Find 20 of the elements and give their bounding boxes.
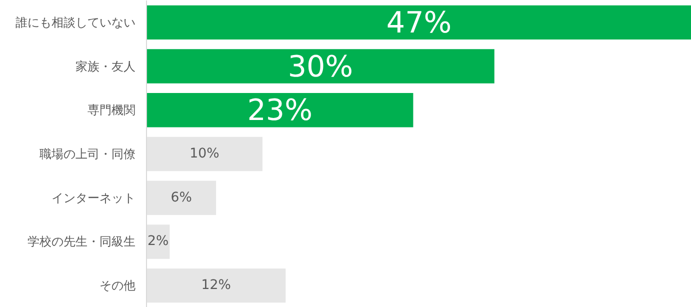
bar <box>146 180 216 215</box>
y-tick-label: 学校の先生・同級生 <box>28 234 136 249</box>
data-label: 47% <box>386 5 452 40</box>
bar <box>146 5 691 40</box>
bar <box>146 93 414 128</box>
bar <box>146 268 286 303</box>
y-tick-label: 家族・友人 <box>76 59 136 74</box>
data-label: 6% <box>170 190 192 206</box>
y-tick-label: 専門機関 <box>88 103 136 118</box>
y-tick-label: その他 <box>100 278 136 293</box>
y-tick-label: 職場の上司・同僚 <box>40 147 136 161</box>
bar <box>146 49 494 84</box>
y-tick-label: 誰にも相談していない <box>16 15 136 30</box>
data-label: 12% <box>201 278 231 294</box>
bar <box>146 136 262 172</box>
data-label: 2% <box>148 234 169 250</box>
y-tick-label: インターネット <box>52 190 136 205</box>
data-label: 30% <box>288 49 354 84</box>
data-label: 10% <box>190 146 220 162</box>
data-label: 23% <box>247 93 312 128</box>
